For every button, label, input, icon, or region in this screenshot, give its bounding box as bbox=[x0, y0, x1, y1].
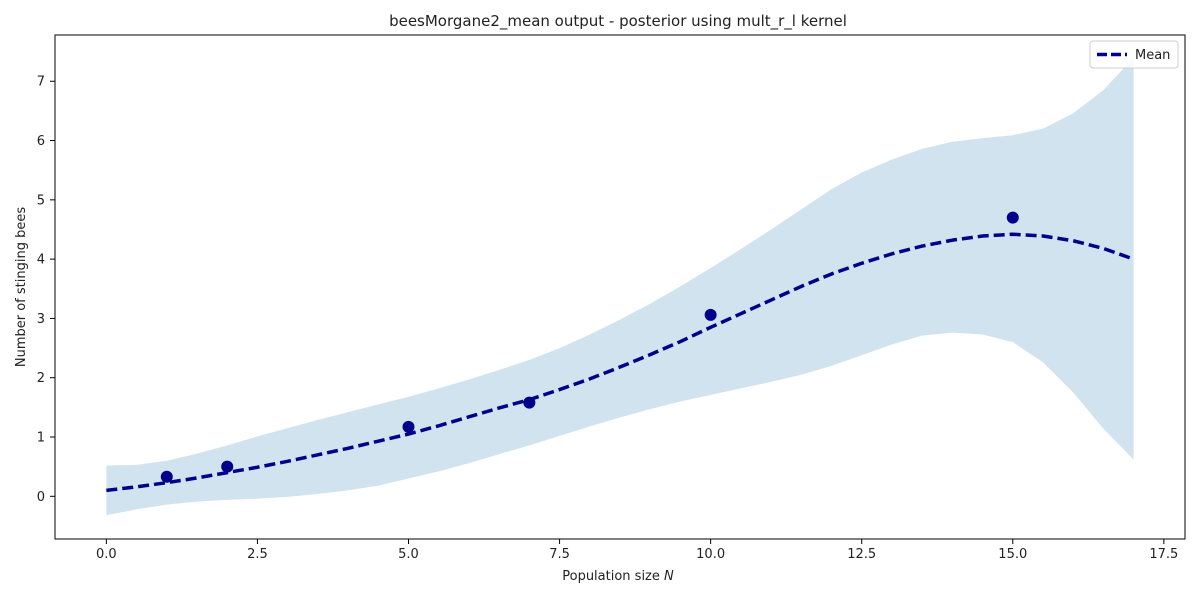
x-axis-label-symbol: N bbox=[664, 569, 674, 584]
observation-point bbox=[523, 396, 536, 409]
x-axis-ticks: 0.0 2.5 5.0 7.5 10.0 12.5 15.0 17.5 bbox=[96, 539, 1178, 562]
confidence-band-layer bbox=[106, 57, 1134, 516]
y-tick-label: 6 bbox=[37, 134, 45, 149]
confidence-band bbox=[106, 57, 1134, 516]
observation-point bbox=[402, 420, 415, 433]
x-tick-label: 5.0 bbox=[398, 547, 419, 562]
x-tick-label: 12.5 bbox=[847, 547, 876, 562]
observation-point bbox=[221, 460, 234, 473]
x-tick-label: 7.5 bbox=[549, 547, 570, 562]
plot-frame bbox=[54, 34, 1186, 540]
mean-line bbox=[106, 232, 1135, 493]
legend-mean-label: Mean bbox=[1135, 48, 1170, 63]
y-axis-label: Number of stinging bees bbox=[14, 207, 29, 367]
legend-box bbox=[1089, 40, 1179, 69]
observation-point bbox=[704, 308, 717, 321]
chart-title: beesMorgane2_mean output - posterior usi… bbox=[389, 12, 847, 31]
x-tick-label: 15.0 bbox=[998, 547, 1027, 562]
y-tick-label: 0 bbox=[37, 490, 45, 505]
y-axis-ticks: 0 1 2 3 4 5 6 7 bbox=[37, 75, 55, 505]
y-tick-label: 3 bbox=[37, 312, 45, 327]
x-axis-label: Population size N bbox=[562, 569, 674, 584]
observation-points-layer bbox=[160, 211, 1019, 483]
y-tick-label: 4 bbox=[37, 253, 45, 268]
observation-point bbox=[1006, 211, 1019, 224]
x-axis-label-text: Population size bbox=[562, 569, 660, 584]
y-tick-label: 5 bbox=[37, 193, 45, 208]
x-tick-label: 2.5 bbox=[247, 547, 268, 562]
y-tick-label: 7 bbox=[37, 75, 45, 90]
mean-line-layer bbox=[106, 232, 1135, 493]
x-tick-label: 10.0 bbox=[696, 547, 725, 562]
x-tick-label: 17.5 bbox=[1149, 547, 1178, 562]
x-tick-label: 0.0 bbox=[96, 547, 117, 562]
y-tick-label: 1 bbox=[37, 431, 45, 446]
legend: Mean bbox=[1089, 40, 1179, 69]
observation-point bbox=[160, 470, 173, 483]
y-tick-label: 2 bbox=[37, 371, 45, 386]
